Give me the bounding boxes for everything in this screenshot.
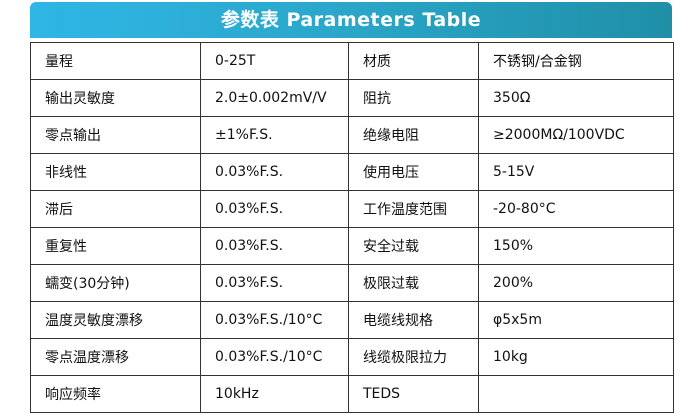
param-name: 非线性	[30, 153, 201, 191]
param-name: 使用电压	[348, 153, 479, 191]
param-name: 阻抗	[348, 79, 479, 117]
param-value: 200%	[478, 264, 674, 302]
param-name: 线缆极限拉力	[348, 338, 479, 376]
table-row: 零点输出 ±1%F.S. 绝缘电阻 ≥2000MΩ/100VDC	[30, 116, 674, 154]
table-row: 零点温度漂移 0.03%F.S./10°C 线缆极限拉力 10kg	[30, 338, 674, 376]
param-value: 350Ω	[478, 79, 674, 117]
table-row: 重复性 0.03%F.S. 安全过载 150%	[30, 227, 674, 265]
param-value: ≥2000MΩ/100VDC	[478, 116, 674, 154]
table-row: 非线性 0.03%F.S. 使用电压 5-15V	[30, 153, 674, 191]
param-name: 电缆线规格	[348, 301, 479, 339]
table-row: 温度灵敏度漂移 0.03%F.S./10°C 电缆线规格 φ5x5m	[30, 301, 674, 339]
param-name: 响应频率	[30, 375, 201, 413]
table-row: 输出灵敏度 2.0±0.002mV/V 阻抗 350Ω	[30, 79, 674, 117]
param-value: -20-80°C	[478, 190, 674, 228]
table-row: 蠕变(30分钟) 0.03%F.S. 极限过载 200%	[30, 264, 674, 302]
table-row: 滞后 0.03%F.S. 工作温度范围 -20-80°C	[30, 190, 674, 228]
table-title: 参数表 Parameters Table	[30, 2, 672, 38]
table-row: 响应频率 10kHz TEDS	[30, 375, 674, 413]
param-value: 0-25T	[200, 42, 349, 80]
param-name: 绝缘电阻	[348, 116, 479, 154]
param-value: 10kHz	[200, 375, 349, 413]
param-name: 重复性	[30, 227, 201, 265]
param-value: 5-15V	[478, 153, 674, 191]
param-name: TEDS	[348, 375, 479, 413]
param-value: 0.03%F.S.	[200, 264, 349, 302]
param-value: 0.03%F.S.	[200, 153, 349, 191]
param-value	[478, 375, 674, 413]
param-name: 滞后	[30, 190, 201, 228]
param-value: φ5x5m	[478, 301, 674, 339]
table-row: 量程 0-25T 材质 不锈钢/合金钢	[30, 42, 674, 80]
param-name: 温度灵敏度漂移	[30, 301, 201, 339]
param-name: 极限过载	[348, 264, 479, 302]
param-name: 零点温度漂移	[30, 338, 201, 376]
parameters-table: 量程 0-25T 材质 不锈钢/合金钢 输出灵敏度 2.0±0.002mV/V 阻抗 350Ω…	[30, 42, 674, 413]
param-value: 0.03%F.S./10°C	[200, 301, 349, 339]
param-name: 材质	[348, 42, 479, 80]
param-name: 工作温度范围	[348, 190, 479, 228]
param-value: 0.03%F.S./10°C	[200, 338, 349, 376]
param-value: ±1%F.S.	[200, 116, 349, 154]
param-value: 0.03%F.S.	[200, 190, 349, 228]
param-name: 量程	[30, 42, 201, 80]
param-value: 不锈钢/合金钢	[478, 42, 674, 80]
param-value: 10kg	[478, 338, 674, 376]
param-name: 蠕变(30分钟)	[30, 264, 201, 302]
param-name: 安全过载	[348, 227, 479, 265]
param-value: 2.0±0.002mV/V	[200, 79, 349, 117]
param-value: 150%	[478, 227, 674, 265]
param-name: 零点输出	[30, 116, 201, 154]
param-name: 输出灵敏度	[30, 79, 201, 117]
param-value: 0.03%F.S.	[200, 227, 349, 265]
